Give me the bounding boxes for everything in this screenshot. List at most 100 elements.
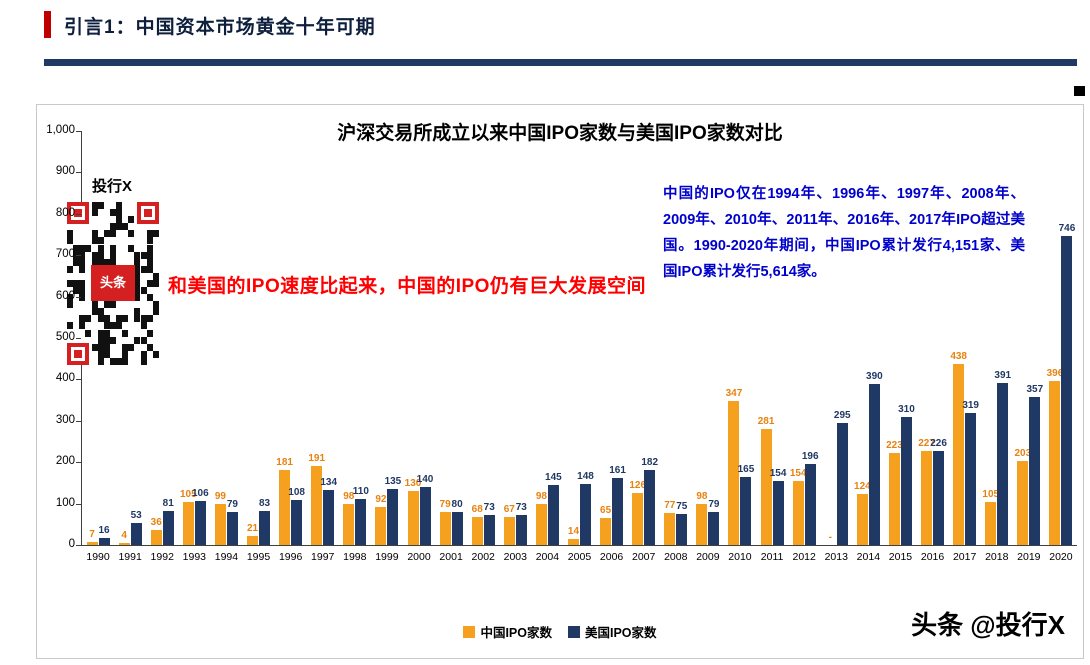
qr-module [140, 350, 147, 358]
y-axis-tick [76, 172, 81, 174]
x-axis-label-1991: 1991 [118, 551, 142, 563]
y-axis-label-700: 700 [55, 248, 75, 261]
bar-value-label: 391 [994, 370, 1012, 382]
bar-us-2015: 310 [898, 404, 915, 545]
bar-us-2013: 295 [834, 410, 851, 545]
x-axis-label-1997: 1997 [311, 551, 335, 563]
qr-module [79, 265, 86, 273]
bar-china-2001: 79 [440, 500, 451, 545]
bar-value-label: 196 [801, 450, 819, 462]
bar-value-label: 67 [503, 504, 515, 516]
qr-module [103, 301, 110, 309]
bar-value-label: 68 [471, 503, 483, 515]
bar-value-label: 92 [375, 493, 387, 505]
bar-value-label: 438 [950, 350, 967, 362]
legend-swatch-us [568, 625, 580, 638]
qr-module [116, 209, 123, 217]
qr-module [109, 244, 116, 252]
bar-value-label: 134 [320, 476, 338, 488]
bar-group-2014: 124 390 [852, 131, 884, 545]
qr-module [97, 357, 104, 365]
x-axis-label-2001: 2001 [439, 551, 463, 563]
bar-value-label: 165 [737, 463, 755, 475]
qr-center-label: 头条 [91, 265, 135, 301]
x-axis-label-2016: 2016 [920, 551, 945, 563]
bar-group-1995: 21 83 [242, 131, 274, 545]
bar-value-label: 16 [98, 525, 110, 537]
qr-module [116, 322, 123, 330]
bar-china-1999: 92 [375, 494, 386, 545]
qr-module [146, 251, 153, 259]
qr-module [109, 357, 116, 365]
bar-value-label: 106 [191, 488, 209, 500]
bar-value-label: 79 [439, 499, 451, 511]
qr-module [97, 343, 104, 351]
bar-value-label: 182 [641, 456, 659, 468]
logo-label: 投行X [92, 178, 133, 195]
qr-module [103, 329, 110, 337]
qr-module [128, 216, 135, 224]
bar-group-2016: 227 226 [917, 131, 949, 545]
bar-group-2015: 223 310 [884, 131, 916, 545]
qr-module [140, 287, 147, 295]
bar-us-1990: 16 [98, 526, 110, 545]
y-axis-tick [76, 338, 81, 339]
x-axis-label-1993: 1993 [182, 551, 206, 563]
qr-module [140, 357, 147, 365]
bar-value-label: 77 [664, 500, 676, 512]
bar-group-2002: 68 73 [467, 131, 499, 545]
bar-china-1995: 21 [247, 524, 258, 545]
bar-value-label: 14 [567, 526, 580, 538]
qr-module [79, 315, 86, 323]
bar-us-2019: 357 [1027, 385, 1043, 545]
qr-module [146, 294, 153, 302]
bar-group-2008: 77 75 [660, 131, 692, 545]
bar-value-label: 319 [962, 399, 979, 411]
qr-module [91, 343, 98, 351]
qr-module [109, 223, 116, 231]
x-axis-label-2014: 2014 [856, 551, 881, 563]
qr-module [146, 244, 153, 252]
qr-finder-mark [67, 202, 89, 224]
qr-module [67, 230, 73, 238]
corner-mark [1074, 86, 1085, 96]
x-axis-label-1999: 1999 [375, 551, 399, 563]
x-axis-label-2010: 2010 [728, 551, 752, 563]
bar-value-label: 110 [352, 486, 369, 498]
bar-group-1991: 4 53 [114, 131, 146, 545]
bar-group-2013: - 295 [820, 131, 852, 545]
qr-module [109, 230, 116, 238]
bar-us-2016: 226 [930, 439, 947, 545]
y-axis-label-300: 300 [55, 413, 75, 426]
x-axis-label-2015: 2015 [888, 551, 913, 563]
qr-module [140, 265, 147, 273]
qr-module [91, 308, 98, 316]
qr-module [103, 258, 110, 266]
bar-china-2018: 105 [982, 489, 999, 545]
x-axis-label-2012: 2012 [792, 551, 816, 563]
bar-value-label: 98 [696, 491, 708, 503]
bar-china-2008: 77 [664, 501, 675, 545]
bar-value-label: 53 [130, 510, 142, 522]
bar-value-label: 83 [258, 497, 271, 509]
x-axis-label-1995: 1995 [246, 551, 271, 563]
x-axis-label-2017: 2017 [952, 551, 977, 563]
bar-us-2014: 390 [866, 371, 883, 545]
bar-value-label: 108 [288, 487, 305, 499]
bar-us-2001: 80 [452, 499, 463, 545]
qr-module [122, 350, 129, 358]
bar-us-2003: 73 [516, 502, 527, 545]
bar-group-1993: 105 106 [178, 131, 210, 545]
bar-china-1990: 7 [86, 530, 98, 545]
qr-module [67, 279, 73, 287]
page-title: 引言1：中国资本市场黄金十年可期 [64, 17, 376, 38]
qr-code: 头条 [67, 202, 159, 365]
y-axis-tick [76, 462, 81, 464]
legend-swatch-china [463, 625, 476, 638]
qr-module [79, 251, 86, 259]
y-axis-tick [76, 213, 81, 215]
bar-group-2017: 438 319 [949, 131, 981, 545]
bar-group-2018: 105 391 [981, 131, 1013, 545]
bar-group-2000: 130 140 [403, 131, 435, 545]
qr-module [134, 251, 141, 259]
